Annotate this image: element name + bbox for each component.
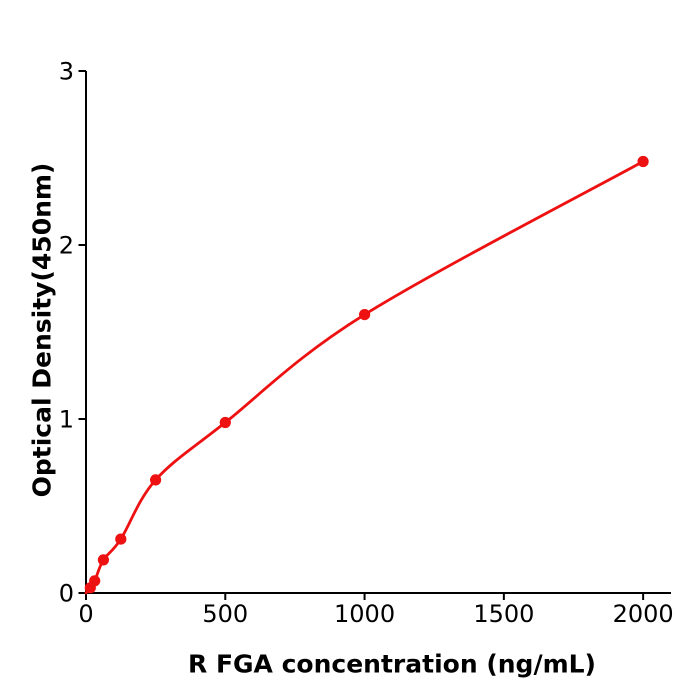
- x-tick-label: 0: [78, 600, 93, 628]
- data-point: [219, 416, 231, 429]
- y-tick-label: 2: [59, 232, 74, 260]
- x-tick-label: 1000: [334, 600, 395, 628]
- x-tick-label: 500: [202, 600, 248, 628]
- data-point: [97, 554, 109, 566]
- x-tick-label: 2000: [613, 600, 674, 628]
- data-point: [637, 155, 649, 168]
- data-point: [89, 575, 101, 587]
- y-tick-label: 0: [59, 580, 74, 608]
- y-tick-label: 3: [59, 58, 74, 86]
- x-tick-label: 1500: [473, 600, 534, 628]
- y-tick-label: 1: [59, 406, 74, 434]
- y-axis-title: Optical Density(450nm): [27, 162, 57, 498]
- fit-curve: [84, 160, 645, 595]
- data-point: [150, 474, 162, 486]
- data-point: [115, 533, 127, 545]
- data-point: [359, 309, 371, 321]
- x-axis-title: R FGA concentration (ng/mL): [188, 649, 596, 679]
